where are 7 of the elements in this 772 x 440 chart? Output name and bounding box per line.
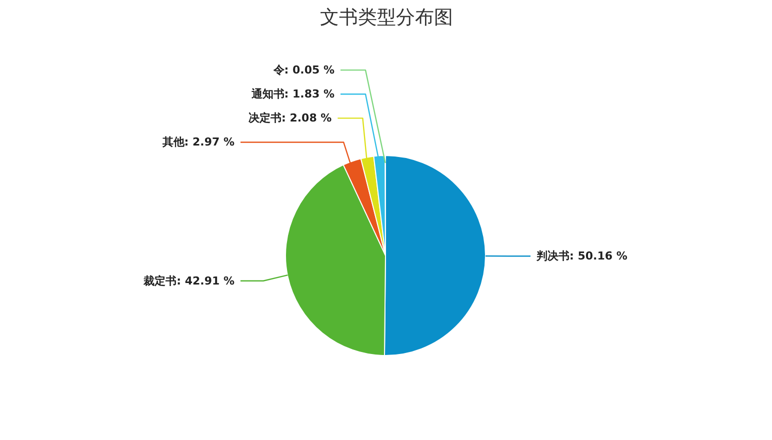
slice-label: 判决书: 50.16 % bbox=[536, 250, 628, 263]
slice-label: 决定书: 2.08 % bbox=[248, 112, 332, 125]
chart-title: 文书类型分布图 bbox=[320, 8, 453, 28]
slice-label: 裁定书: 42.91 % bbox=[142, 274, 234, 288]
slice-label: 令: 0.05 % bbox=[272, 64, 335, 77]
slice-label: 通知书: 1.83 % bbox=[250, 88, 335, 101]
slice-label: 其他: 2.97 % bbox=[161, 136, 235, 149]
